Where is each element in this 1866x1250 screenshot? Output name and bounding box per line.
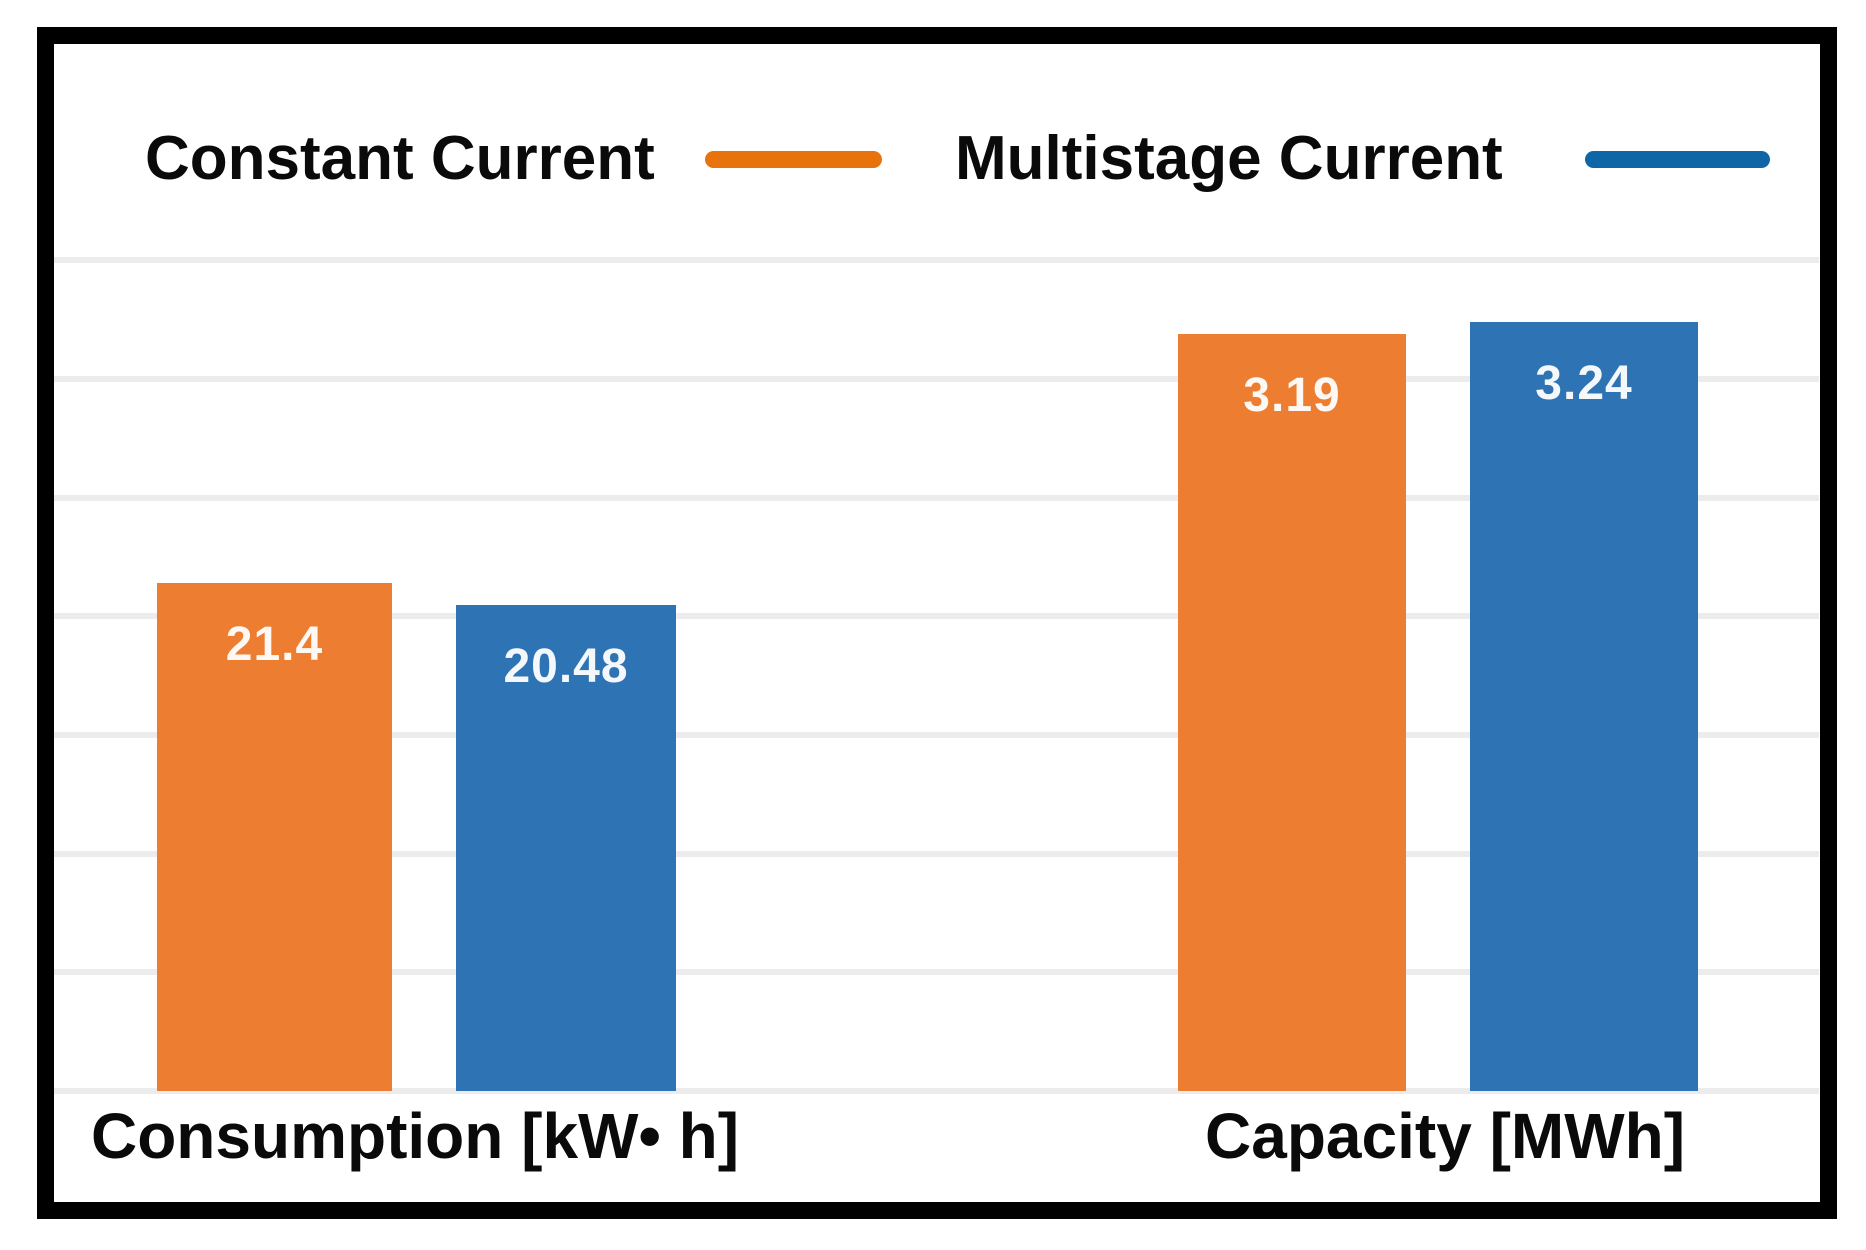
bar-multistage-current-capacity: 3.24 xyxy=(1470,322,1698,1091)
gridline xyxy=(54,257,1819,264)
legend-label-constant-current: Constant Current xyxy=(145,124,655,193)
gridline xyxy=(54,731,1819,738)
legend-line-swatch-multistage-current xyxy=(1585,151,1770,168)
legend-line-swatch-constant-current xyxy=(705,151,882,168)
bar-multistage-current-consumption: 20.48 xyxy=(456,605,676,1091)
bar-constant-current-capacity: 3.19 xyxy=(1178,334,1406,1091)
legend-label-multistage-current: Multistage Current xyxy=(955,124,1503,193)
bar-value-label: 20.48 xyxy=(503,640,629,693)
category-label-consumption: Consumption [kW• h] xyxy=(90,1100,740,1172)
gridline xyxy=(54,850,1819,857)
gridline xyxy=(54,494,1819,501)
bar-constant-current-consumption: 21.4 xyxy=(157,583,392,1091)
bar-value-label: 3.19 xyxy=(1243,369,1341,422)
gridline xyxy=(54,375,1819,382)
gridline xyxy=(54,969,1819,976)
category-label-capacity: Capacity [MWh] xyxy=(1205,1100,1685,1172)
bar-value-label: 21.4 xyxy=(225,618,324,671)
gridline xyxy=(54,1088,1819,1094)
gridline xyxy=(54,613,1819,620)
bar-value-label: 3.24 xyxy=(1535,357,1633,410)
